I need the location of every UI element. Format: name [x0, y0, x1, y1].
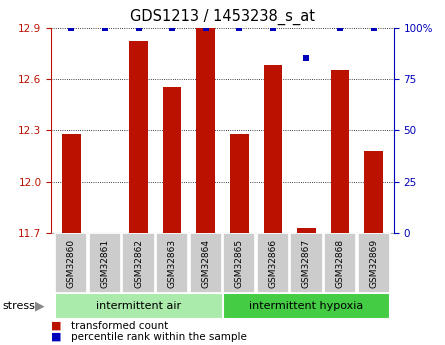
Bar — [263, 65, 282, 233]
Text: intermittent air: intermittent air — [96, 301, 181, 311]
Bar — [156, 233, 188, 293]
Bar — [357, 233, 390, 293]
Bar — [163, 88, 182, 233]
Bar — [196, 28, 215, 233]
Text: transformed count: transformed count — [71, 321, 169, 331]
Point — [336, 25, 344, 30]
Text: ▶: ▶ — [35, 300, 45, 313]
Bar — [190, 233, 222, 293]
Text: GSM32861: GSM32861 — [101, 238, 109, 288]
Text: GSM32864: GSM32864 — [201, 238, 210, 288]
Point — [303, 56, 310, 61]
Bar — [122, 233, 155, 293]
Bar — [62, 134, 81, 233]
Text: ■: ■ — [51, 332, 62, 342]
Text: GSM32863: GSM32863 — [168, 238, 177, 288]
Text: GSM32867: GSM32867 — [302, 238, 311, 288]
Bar — [297, 228, 316, 233]
Point — [202, 25, 209, 30]
Point — [169, 25, 176, 30]
Bar — [222, 293, 390, 319]
Title: GDS1213 / 1453238_s_at: GDS1213 / 1453238_s_at — [130, 9, 315, 25]
Bar — [89, 233, 121, 293]
Point — [370, 25, 377, 30]
Text: percentile rank within the sample: percentile rank within the sample — [71, 332, 247, 342]
Text: GSM32868: GSM32868 — [336, 238, 344, 288]
Text: intermittent hypoxia: intermittent hypoxia — [249, 301, 364, 311]
Bar — [55, 293, 222, 319]
Point — [236, 25, 243, 30]
Text: GSM32865: GSM32865 — [235, 238, 244, 288]
Text: stress: stress — [2, 301, 35, 311]
Text: GSM32862: GSM32862 — [134, 238, 143, 288]
Text: GSM32869: GSM32869 — [369, 238, 378, 288]
Point — [101, 25, 109, 30]
Bar — [364, 151, 383, 233]
Bar — [257, 233, 289, 293]
Bar — [223, 233, 255, 293]
Point — [135, 25, 142, 30]
Point — [68, 25, 75, 30]
Bar — [230, 134, 249, 233]
Bar — [324, 233, 356, 293]
Bar — [290, 233, 323, 293]
Text: GSM32866: GSM32866 — [268, 238, 277, 288]
Bar — [55, 233, 88, 293]
Bar — [331, 70, 349, 233]
Point — [269, 25, 276, 30]
Bar — [129, 41, 148, 233]
Text: ■: ■ — [51, 321, 62, 331]
Text: GSM32860: GSM32860 — [67, 238, 76, 288]
